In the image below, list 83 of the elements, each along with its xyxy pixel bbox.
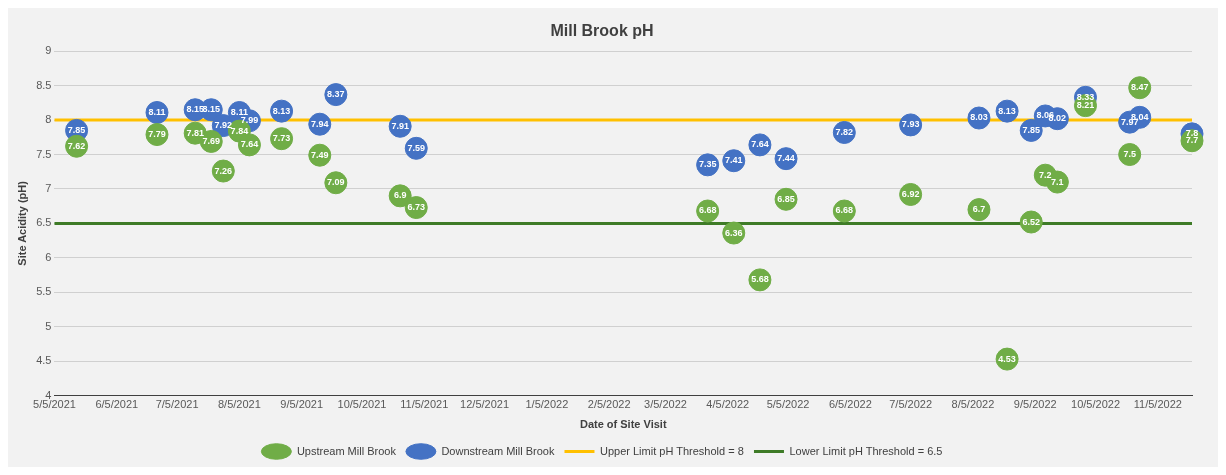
x-tick-label: 5/5/2021 [33, 398, 76, 411]
y-tick-label: 5 [45, 319, 52, 332]
data-label: 8.37 [327, 89, 345, 100]
x-tick-label: 2/5/2022 [587, 398, 631, 411]
x-tick-label: 5/5/2022 [766, 398, 810, 411]
legend-label: Upper Limit pH Threshold = 8 [599, 444, 744, 457]
legend-label: Upstream Mill Brook [296, 444, 397, 457]
data-label: 4.53 [998, 353, 1016, 364]
x-tick-label: 9/5/2021 [280, 398, 324, 411]
data-label: 6.68 [835, 205, 854, 216]
data-label: 7.5 [1123, 149, 1136, 159]
y-tick-label: 4 [45, 388, 52, 401]
data-label: 7.41 [725, 155, 743, 166]
x-tick-label: 7/5/2021 [155, 398, 199, 411]
y-axis-title: Site Acidity (pH) [15, 180, 28, 266]
data-label: 6.92 [901, 188, 920, 199]
data-label: 8.21 [1076, 100, 1095, 111]
data-label: 8.47 [1130, 82, 1149, 93]
x-tick-label: 1/5/2022 [525, 398, 569, 411]
data-label: 8.13 [272, 105, 291, 116]
data-label: 7.2 [1039, 169, 1052, 180]
y-tick-label: 8.5 [36, 78, 52, 91]
data-label: 6.9 [393, 190, 407, 201]
data-label: 8.13 [998, 105, 1016, 116]
data-label: 7.82 [835, 126, 854, 137]
data-label: 8.11 [230, 106, 248, 117]
data-label: 8.03 [970, 112, 988, 123]
data-label: 6.73 [407, 202, 426, 213]
x-tick-label: 11/5/2021 [400, 398, 449, 411]
data-label: 6.7 [972, 204, 986, 215]
data-label: 8.15 [186, 104, 204, 115]
data-label: 7.79 [148, 129, 166, 140]
legend-label: Lower Limit pH Threshold = 6.5 [789, 444, 943, 457]
x-tick-label: 3/5/2022 [644, 398, 687, 411]
data-label: 7.59 [407, 142, 426, 153]
data-label: 7.64 [240, 139, 259, 150]
x-axis-title: Date of Site Visit [579, 418, 667, 431]
legend-label: Downstream Mill Brook [441, 444, 555, 457]
x-tick-label: 10/5/2021 [337, 398, 387, 411]
data-label: 7.26 [214, 165, 233, 176]
x-tick-label: 9/5/2022 [1013, 398, 1057, 411]
data-label: 6.68 [698, 205, 717, 216]
data-label: 7.94 [311, 118, 329, 129]
data-label: 7.62 [67, 140, 86, 151]
y-tick-label: 9 [45, 44, 52, 57]
data-label: 7.73 [272, 133, 291, 144]
data-label: 7.91 [391, 120, 409, 131]
y-tick-label: 8 [45, 113, 52, 126]
data-label: 7.35 [698, 159, 717, 170]
data-label: 6.85 [777, 193, 795, 204]
x-tick-label: 6/5/2022 [828, 398, 872, 411]
data-label: 6.36 [725, 227, 743, 238]
data-label: 7.64 [751, 139, 769, 150]
data-label: 7.49 [311, 149, 329, 160]
data-label: 7.85 [67, 124, 86, 135]
data-label: 8.33 [1076, 91, 1095, 102]
y-tick-label: 7 [45, 181, 52, 194]
data-label: 7.99 [240, 115, 259, 126]
data-label: 8.15 [202, 104, 221, 115]
data-label: 7.1 [1051, 176, 1064, 187]
x-tick-label: 4/5/2022 [706, 398, 750, 411]
data-label: 7.09 [327, 177, 345, 188]
x-tick-label: 8/5/2021 [217, 398, 261, 411]
data-label: 6.52 [1022, 216, 1040, 227]
x-tick-label: 10/5/2022 [1071, 398, 1120, 411]
x-tick-label: 11/5/2022 [1133, 398, 1182, 411]
x-tick-label: 6/5/2021 [95, 398, 139, 411]
data-label: 7.81 [186, 127, 204, 138]
x-tick-label: 12/5/2021 [460, 398, 510, 411]
y-tick-label: 6 [45, 250, 52, 263]
data-label: 7.85 [1022, 124, 1040, 135]
x-tick-label: 8/5/2022 [951, 398, 995, 411]
x-tick-label: 7/5/2022 [889, 398, 933, 411]
data-label: 8.11 [148, 106, 166, 117]
y-tick-label: 6.5 [36, 216, 52, 229]
y-tick-label: 4.5 [36, 354, 52, 367]
data-label: 7.44 [777, 153, 795, 164]
chart-title: Mill Brook pH [550, 22, 654, 40]
y-tick-label: 5.5 [36, 285, 52, 298]
data-label: 5.68 [751, 274, 769, 285]
data-label: 7.93 [901, 119, 920, 130]
data-label: 7.69 [202, 135, 221, 146]
y-tick-label: 7.5 [36, 147, 52, 160]
